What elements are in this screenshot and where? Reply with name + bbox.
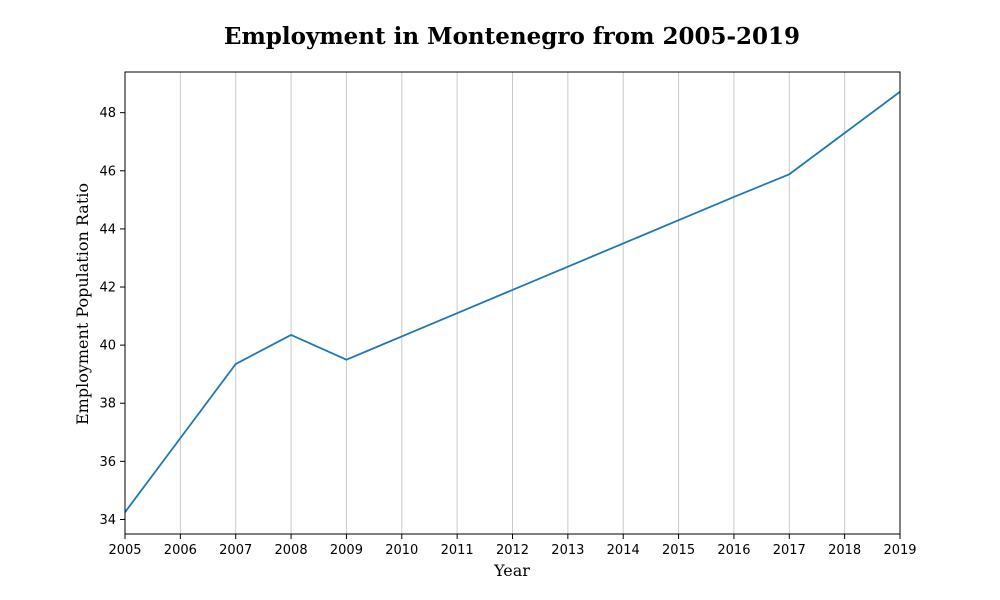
plot-frame (124, 71, 901, 535)
x-tick-label: 2008 (275, 543, 308, 558)
x-tick-label: 2014 (607, 543, 640, 558)
y-axis-label: Employment Population Ratio (73, 183, 92, 425)
x-axis-label: Year (493, 561, 530, 580)
y-tick-label: 38 (99, 397, 116, 412)
x-axis-ticks: 2005 2006 2007 2008 2009 2010 2011 2012 2013 2014… (108, 534, 917, 558)
x-tick-label: 2012 (496, 543, 529, 558)
x-tick-label: 2009 (330, 543, 363, 558)
x-tick-label: 2015 (662, 543, 695, 558)
y-tick-label: 36 (99, 455, 116, 470)
chart-title: Employment in Montenegro from 2005-2019 (224, 23, 800, 50)
x-tick-label: 2010 (385, 543, 418, 558)
y-tick-label: 40 (99, 339, 116, 354)
y-tick-label: 46 (99, 164, 116, 179)
x-tick-label: 2007 (219, 543, 252, 558)
x-tick-label: 2017 (773, 543, 806, 558)
series-line (124, 91, 901, 513)
y-axis-ticks: 34 36 38 40 42 44 46 48 (99, 106, 125, 528)
x-tick-label: 2006 (164, 543, 197, 558)
series-group (124, 91, 901, 513)
y-tick-label: 42 (99, 281, 116, 296)
x-tick-label: 2016 (717, 543, 750, 558)
x-tick-label: 2019 (883, 543, 916, 558)
y-tick-label: 44 (99, 222, 116, 237)
gridlines (124, 72, 901, 534)
y-tick-label: 34 (99, 513, 116, 528)
x-tick-label: 2011 (441, 543, 474, 558)
x-tick-label: 2005 (108, 543, 141, 558)
y-tick-label: 48 (99, 106, 116, 121)
x-tick-label: 2013 (551, 543, 584, 558)
x-tick-label: 2018 (828, 543, 861, 558)
